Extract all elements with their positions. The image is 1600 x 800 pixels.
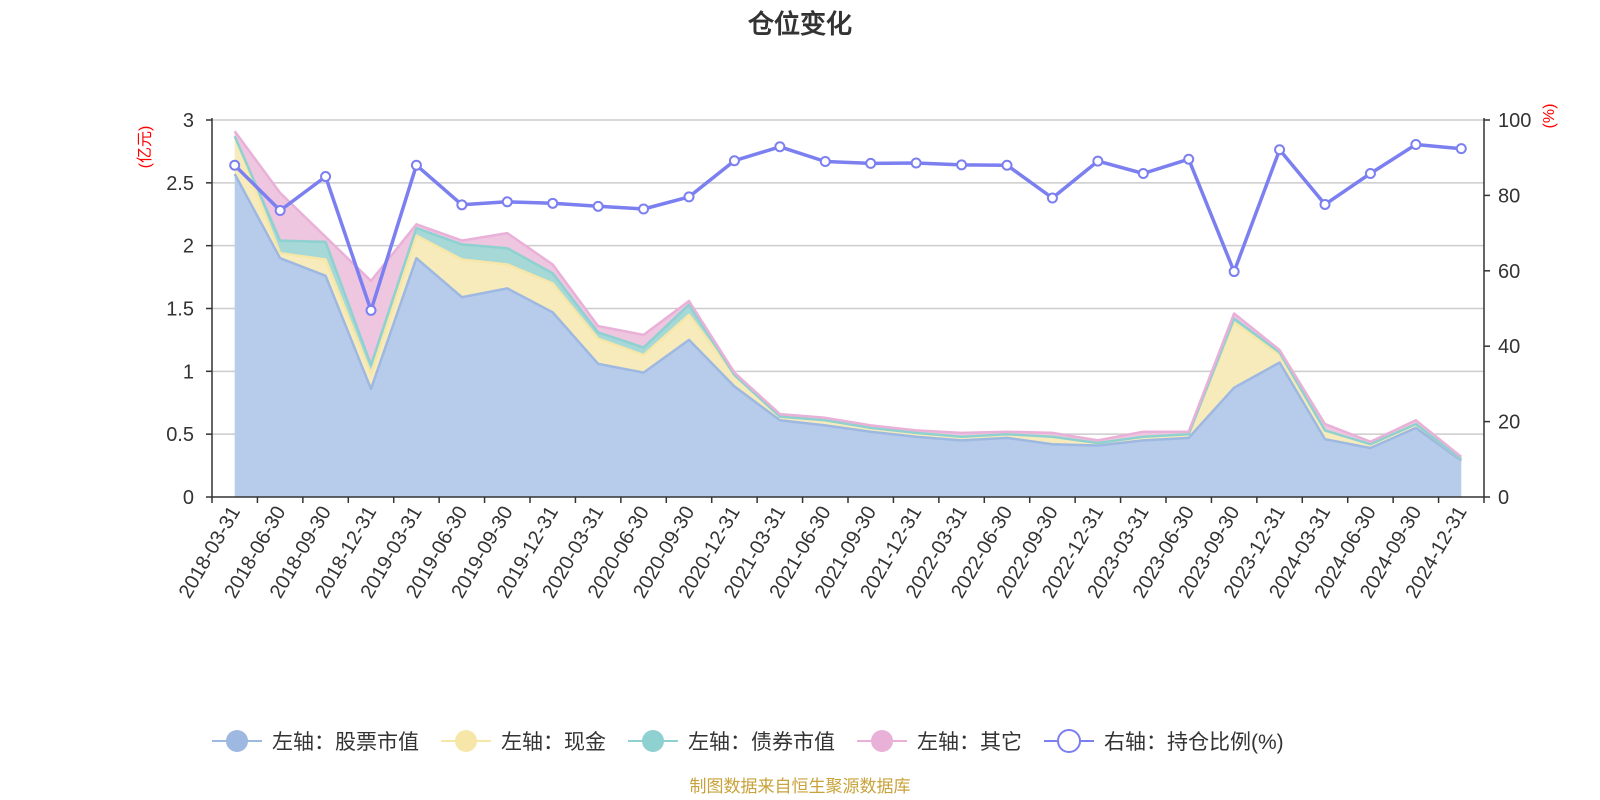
ratio-point [819,155,831,167]
legend-item: 左轴：现金 [441,730,606,754]
legend-label: 左轴：其它 [917,731,1022,754]
left-tick-label: 3 [183,110,194,132]
holding-ratio-line [229,139,1467,316]
left-tick-label: 1.5 [166,299,194,321]
ratio-point [320,171,332,183]
ratio-line [233,142,1462,313]
right-tick-label: 20 [1498,412,1520,434]
left-tick-label: 2 [183,236,194,258]
right-axis-unit: (%) [1541,104,1558,129]
legend-label: 左轴：债券市值 [688,731,835,754]
ratio-point [1001,159,1013,171]
left-tick-label: 2.5 [166,173,194,195]
ratio-point [410,159,422,171]
ratio-point [1274,144,1286,156]
ratio-point [456,199,468,211]
ratio-point [229,159,241,171]
legend-label: 左轴：现金 [501,731,606,754]
legend-item: 左轴：其它 [857,730,1022,754]
ratio-point [1455,143,1467,155]
area-edge-左轴：股票市值 [233,173,1463,462]
right-tick-label: 100 [1498,110,1531,132]
ratio-point [1228,266,1240,278]
right-tick-label: 40 [1498,336,1520,358]
legend-marker [642,730,664,752]
ratio-point [365,304,377,316]
ratio-point [1319,198,1331,210]
left-axis-unit: (亿元) [136,126,154,169]
legend-item: 左轴：债券市值 [628,730,835,754]
ratio-point [910,157,922,169]
stacked-areas [233,130,1463,497]
area-edge-左轴：其它 [233,130,1463,458]
ratio-point [1183,153,1195,165]
legend-item: 右轴：持仓比例(%) [1044,729,1284,754]
ratio-point [1410,139,1422,151]
ratio-point [274,204,286,216]
ratio-point [1046,192,1058,204]
left-tick-label: 1 [183,361,194,383]
ratio-point [774,141,786,153]
legend-label: 右轴：持仓比例(%) [1104,731,1284,754]
chart-title: 仓位变化 [747,9,852,39]
right-tick-label: 0 [1498,487,1509,509]
ratio-point [1364,168,1376,180]
ratio-point [956,159,968,171]
ratio-point [728,155,740,167]
ratio-point [638,203,650,215]
left-tick-label: 0.5 [166,424,194,446]
legend-marker [1057,729,1081,753]
legend: 左轴：股票市值 左轴：现金 左轴：债券市值 左轴：其它 右轴：持仓比例(%) [212,729,1284,754]
right-tick-label: 80 [1498,185,1520,207]
legend-item: 左轴：股票市值 [212,730,419,754]
ratio-point [683,191,695,203]
ratio-point [1137,168,1149,180]
legend-label: 左轴：股票市值 [272,731,419,754]
area-左轴：股票市值 [234,174,1462,497]
legend-marker [455,730,477,752]
area-edge-左轴：债券市值 [233,135,1463,461]
legend-marker [871,730,893,752]
ratio-point [865,157,877,169]
data-source-note: 制图数据来自恒生聚源数据库 [690,777,911,796]
ratio-point [501,196,513,208]
ratio-point [592,200,604,212]
ratio-point [1092,155,1104,167]
right-tick-label: 60 [1498,261,1520,283]
left-tick-label: 0 [183,487,194,509]
ratio-point [547,197,559,209]
legend-marker [226,730,248,752]
